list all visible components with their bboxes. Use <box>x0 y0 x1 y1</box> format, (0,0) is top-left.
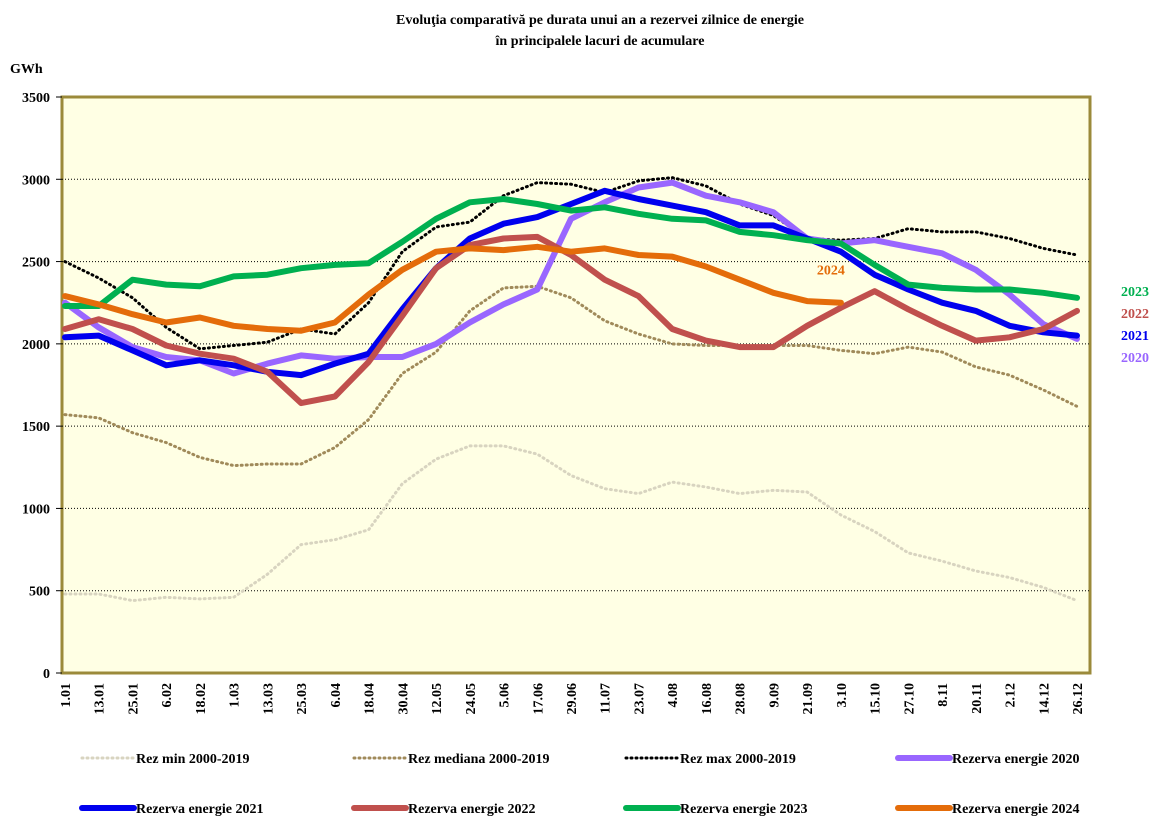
x-tick-label: 29.06 <box>565 683 580 715</box>
series-line <box>63 444 1079 603</box>
x-tick-label: 11.07 <box>599 683 614 714</box>
legend-label: Rezerva energie 2022 <box>408 802 536 817</box>
series-label: 2022 <box>1121 307 1149 322</box>
series-line <box>63 284 1079 468</box>
x-tick-label: 27.10 <box>902 683 917 715</box>
legend-label: Rez mediana 2000-2019 <box>408 752 550 767</box>
x-tick-label: 12.05 <box>430 683 445 715</box>
x-tick-label: 18.02 <box>194 683 209 715</box>
legend-label: Rezerva energie 2021 <box>136 802 264 817</box>
legend-label: Rezerva energie 2024 <box>952 802 1080 817</box>
y-tick-label: 2000 <box>22 338 50 353</box>
x-tick-label: 3.10 <box>835 683 850 708</box>
y-tick-label: 500 <box>29 585 50 600</box>
y-tick-label: 0 <box>43 667 50 682</box>
x-tick-label: 2.12 <box>1004 683 1019 708</box>
x-tick-label: 18.04 <box>363 683 378 715</box>
series-line <box>62 179 1080 377</box>
x-tick-label: 6.02 <box>160 683 175 708</box>
legend-label: Rezerva energie 2020 <box>952 752 1080 767</box>
x-tick-label: 13.01 <box>93 683 108 715</box>
x-tick-label: 20.11 <box>970 683 985 714</box>
x-tick-label: 15.10 <box>869 683 884 715</box>
x-tick-label: 24.05 <box>464 683 479 715</box>
x-tick-label: 25.03 <box>295 683 310 715</box>
series-line <box>62 187 1080 379</box>
legend-label: Rez max 2000-2019 <box>680 752 796 767</box>
series-line <box>62 233 1080 407</box>
series-line <box>63 176 1079 351</box>
series-label: 2021 <box>1121 329 1149 344</box>
series-line <box>62 243 844 334</box>
plot-area <box>60 95 1092 675</box>
chart-subtitle: în principalele lacuri de acumulare <box>495 34 705 49</box>
x-tick-label: 5.06 <box>498 683 513 708</box>
y-tick-label: 3500 <box>22 91 50 106</box>
x-tick-label: 4.08 <box>666 683 681 708</box>
x-tick-label: 17.06 <box>531 683 546 715</box>
x-tick-label: 1.03 <box>228 683 243 708</box>
chart-title: Evoluţia comparativă pe durata unui an a… <box>396 13 804 28</box>
series-line <box>62 196 1080 309</box>
legend-label: Rezerva energie 2023 <box>680 802 808 817</box>
y-tick-label: 2500 <box>22 256 50 271</box>
x-tick-label: 14.12 <box>1037 683 1052 715</box>
x-tick-label: 6.04 <box>329 683 344 708</box>
legend-label: Rez min 2000-2019 <box>136 752 250 767</box>
y-tick-label: 1000 <box>22 502 50 517</box>
x-tick-label: 23.07 <box>632 683 647 715</box>
y-axis-label: GWh <box>10 62 43 77</box>
x-tick-label: 16.08 <box>700 683 715 715</box>
x-tick-label: 30.04 <box>396 683 411 715</box>
x-tick-label: 8.11 <box>936 683 951 707</box>
x-tick-label: 21.09 <box>801 683 816 715</box>
series-label: 2020 <box>1121 351 1149 366</box>
series-label: 2023 <box>1121 285 1149 300</box>
y-tick-label: 3000 <box>22 173 50 188</box>
x-tick-label: 26.12 <box>1071 683 1086 715</box>
x-tick-label: 28.08 <box>734 683 749 715</box>
y-tick-label: 1500 <box>22 420 50 435</box>
x-tick-label: 13.03 <box>261 683 276 715</box>
x-tick-label: 25.01 <box>126 683 141 715</box>
x-tick-label: 1.01 <box>59 683 74 708</box>
series-label: 2024 <box>817 264 845 279</box>
x-tick-label: 9.09 <box>767 683 782 708</box>
